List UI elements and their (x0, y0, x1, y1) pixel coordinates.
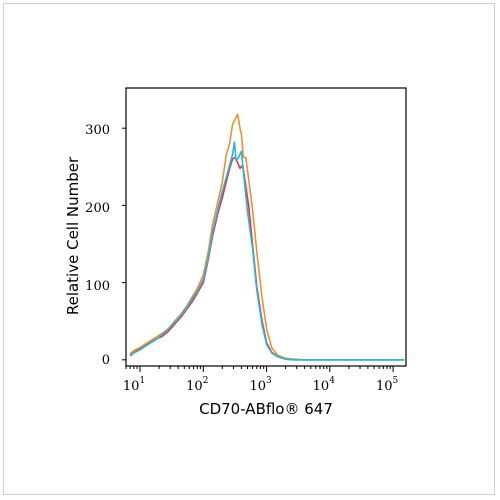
series-line-2 (129, 113, 405, 361)
x-tick-label-3: 104 (313, 376, 336, 394)
x-tick-label-1: 102 (186, 376, 208, 394)
x-tick-label-2: 103 (249, 376, 272, 394)
figure-frame (3, 3, 495, 495)
y-tick-label-0: 0 (102, 353, 110, 368)
y-tick-label-100: 100 (85, 279, 110, 294)
y-tick-labels: 0 100 200 300 (85, 123, 110, 368)
x-tick-layer: 101 102 103 104 105 (123, 376, 399, 394)
series-layer (129, 113, 405, 361)
y-tick-label-300: 300 (85, 123, 110, 138)
plot-area-border (125, 87, 407, 367)
x-tick-label-4: 105 (376, 376, 399, 394)
y-tick-label-200: 200 (85, 201, 110, 216)
series-line-3 (129, 141, 405, 361)
x-tick-label-0: 101 (123, 376, 145, 394)
y-axis-label: Relative Cell Number (64, 156, 82, 315)
x-axis-label: CD70-ABflo® 647 (199, 400, 333, 418)
